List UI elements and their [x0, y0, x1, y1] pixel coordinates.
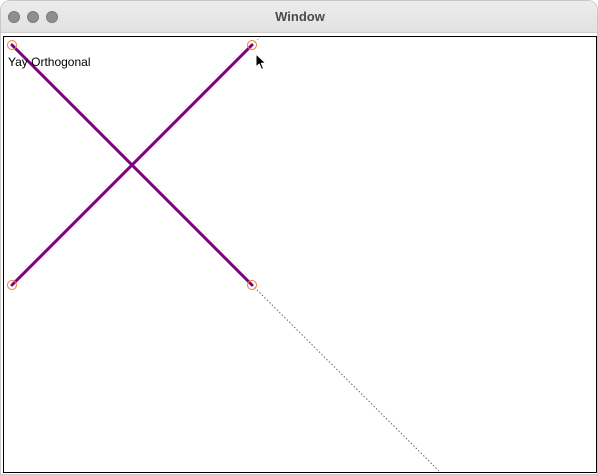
arrow-pointer-icon	[255, 53, 267, 70]
drawing-canvas[interactable]: Yay Orthogonal	[3, 36, 597, 473]
diagonal-line-b[interactable]	[10, 43, 254, 287]
title-bar[interactable]: Window	[1, 1, 597, 33]
canvas-drawing[interactable]	[4, 37, 596, 472]
zoom-window-button[interactable]	[46, 11, 58, 23]
endpoint-handle-bottom-right[interactable]	[247, 280, 257, 290]
close-window-button[interactable]	[8, 11, 20, 23]
endpoint-handle-top-right[interactable]	[247, 40, 257, 50]
minimize-window-button[interactable]	[27, 11, 39, 23]
dotted-guide-line	[251, 284, 440, 472]
status-label: Yay Orthogonal	[8, 55, 91, 69]
endpoint-handle-bottom-left[interactable]	[7, 280, 17, 290]
endpoint-handle-top-left[interactable]	[7, 40, 17, 50]
window-title: Window	[275, 9, 325, 24]
